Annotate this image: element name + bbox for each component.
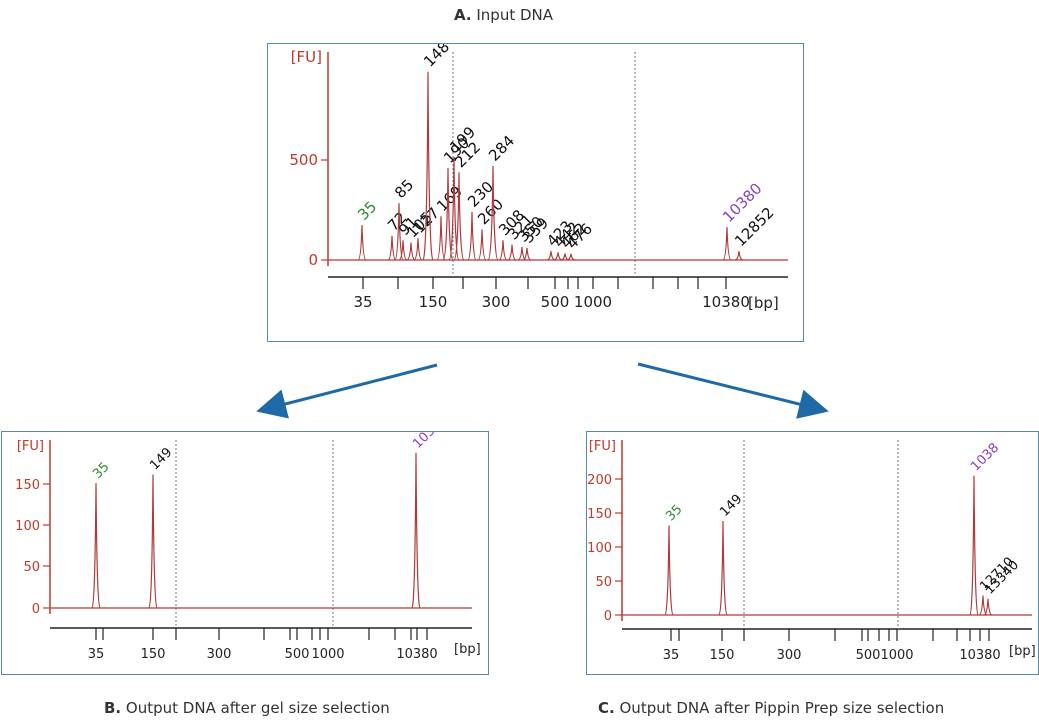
peak-trace xyxy=(411,452,421,609)
chart-b: [FU] 0 50 100 150 35 150 300 500 1000 10380 [bp] 35 1… xyxy=(15,418,481,662)
y-tick-label: 150 xyxy=(587,507,612,522)
x-tick-label: 150 xyxy=(419,293,448,311)
caption-b-letter: B. xyxy=(104,699,122,717)
caption-a-letter: A. xyxy=(454,6,472,24)
x-axis-label: [bp] xyxy=(748,294,779,312)
peak-trace xyxy=(560,253,570,261)
peak-trace xyxy=(91,483,101,609)
x-tick-label: 500 xyxy=(285,647,310,662)
peak-label: 169 xyxy=(433,182,466,215)
x-tick-label: 1000 xyxy=(311,647,344,662)
y-tick-label: 50 xyxy=(595,575,612,590)
peak-trace xyxy=(413,238,423,261)
caption-c-letter: C. xyxy=(598,699,615,717)
y-tick-label: 200 xyxy=(587,473,612,488)
peak-trace xyxy=(398,240,408,261)
peak-trace xyxy=(148,474,158,609)
peak-trace xyxy=(507,244,517,261)
peak-trace xyxy=(718,521,728,616)
peak-label: 1038 xyxy=(410,432,444,452)
peak-trace xyxy=(448,157,460,261)
x-tick-label: 10380 xyxy=(959,648,1000,663)
peak-label: 149 xyxy=(147,445,175,473)
peak-label: 35 xyxy=(90,460,112,482)
x-tick-label: 1000 xyxy=(880,648,913,663)
x-tick-label: 300 xyxy=(207,647,232,662)
peak-trace xyxy=(553,252,563,261)
peak-trace xyxy=(722,227,732,261)
peak-trace xyxy=(487,165,499,261)
x-axis-label: [bp] xyxy=(454,642,481,657)
y-tick-label: 0 xyxy=(32,602,40,617)
caption-c: C. Output DNA after Pippin Prep size sel… xyxy=(598,699,944,717)
peak-trace xyxy=(387,235,397,261)
y-tick-label: 0 xyxy=(604,609,612,624)
x-tick-label: 300 xyxy=(482,293,511,311)
peak-label: 148 xyxy=(420,44,453,71)
peak-trace xyxy=(453,172,465,261)
peak-trace xyxy=(522,247,532,261)
peak-trace xyxy=(436,216,446,261)
y-axis-label: [FU] xyxy=(291,48,322,66)
peak-label: 85 xyxy=(391,176,417,202)
x-tick-label: 35 xyxy=(88,647,105,662)
y-tick-label: 50 xyxy=(23,560,40,575)
x-tick-label: 35 xyxy=(663,648,680,663)
panel-b: [FU] 0 50 100 150 35 150 300 500 1000 10380 [bp] 35 1… xyxy=(1,418,489,675)
x-tick-label: 10380 xyxy=(702,293,750,311)
y-tick-label: 100 xyxy=(587,541,612,556)
y-tick-label: 150 xyxy=(15,478,40,493)
y-tick-label: 100 xyxy=(15,519,40,534)
y-axis-label: [FU] xyxy=(17,439,44,454)
x-tick-label: 500 xyxy=(856,648,881,663)
peak-label: 149 xyxy=(717,492,745,520)
peak-trace xyxy=(498,240,508,261)
arrow-to-b xyxy=(256,363,438,419)
peak-trace xyxy=(566,253,576,261)
peak-trace xyxy=(969,475,979,616)
peak-trace xyxy=(734,251,744,261)
chart-c: [FU] 0 50 100 150 200 35 150 300 500 1000 10380 [bp]… xyxy=(587,439,1036,663)
caption-a-text: Input DNA xyxy=(476,6,554,24)
peak-trace xyxy=(422,71,434,261)
x-tick-label: 1000 xyxy=(574,293,612,311)
y-tick-label: 0 xyxy=(308,251,318,269)
peak-trace xyxy=(467,211,477,261)
x-tick-label: 35 xyxy=(353,293,372,311)
x-tick-label: 10380 xyxy=(396,647,437,662)
peak-trace xyxy=(357,224,367,261)
peak-label: 284 xyxy=(485,132,518,165)
caption-a: A. Input DNA xyxy=(454,6,553,24)
caption-b: B. Output DNA after gel size selection xyxy=(104,699,390,717)
arrow-to-c xyxy=(637,362,829,419)
x-axis-label: [bp] xyxy=(1009,644,1036,659)
peak-trace xyxy=(477,229,487,261)
peak-trace xyxy=(546,251,556,261)
panel-a: [FU] 0 500 35 150 300 500 1000 10380 [bp] 35 72 85 91… xyxy=(267,38,804,342)
peak-trace xyxy=(983,598,993,616)
y-axis-label: [FU] xyxy=(589,439,616,454)
x-tick-label: 500 xyxy=(541,293,570,311)
x-tick-label: 150 xyxy=(141,647,166,662)
panel-c: [FU] 0 50 100 150 200 35 150 300 500 1000 10380 [bp]… xyxy=(586,431,1039,675)
x-tick-label: 300 xyxy=(777,648,802,663)
x-tick-label: 150 xyxy=(710,648,735,663)
peak-label: 35 xyxy=(354,198,380,224)
peak-label: 35 xyxy=(663,502,685,524)
peak-trace xyxy=(664,525,674,616)
peak-trace xyxy=(406,242,416,261)
caption-b-text: Output DNA after gel size selection xyxy=(125,699,390,717)
caption-c-text: Output DNA after Pippin Prep size select… xyxy=(619,699,945,717)
peak-label: 1038 xyxy=(968,440,1002,474)
y-tick-label: 500 xyxy=(289,151,318,169)
